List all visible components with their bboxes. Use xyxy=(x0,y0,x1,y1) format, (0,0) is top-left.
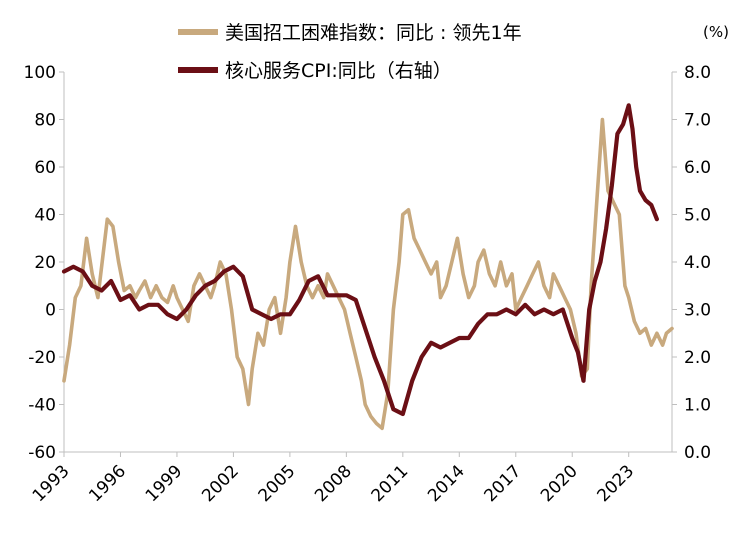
x-tick-label: 2002 xyxy=(198,461,243,506)
x-tick-label: 1993 xyxy=(29,461,74,506)
x-tick-label: 2020 xyxy=(537,461,582,506)
left-tick-label: -20 xyxy=(28,348,56,368)
series-line-1 xyxy=(62,117,674,431)
right-tick-label: 2.0 xyxy=(684,348,711,368)
series-layer xyxy=(61,103,674,431)
right-tick-label: 1.0 xyxy=(684,396,711,416)
x-tick-label: 2008 xyxy=(311,461,356,506)
right-tick-label: 7.0 xyxy=(684,111,711,131)
series-line-2 xyxy=(61,103,660,417)
left-tick-label: 0 xyxy=(45,301,56,321)
left-tick-label: 20 xyxy=(34,253,56,273)
x-tick-label: 2005 xyxy=(255,461,300,506)
x-tick-label: 2014 xyxy=(424,461,469,506)
x-tick-label: 2011 xyxy=(368,461,413,506)
right-tick-label: 8.0 xyxy=(684,63,711,83)
axes: -60 -40 -20 0 20 40 60 80 100 0.0 1.0 2.0 3.0 4.0 5.0 6… xyxy=(24,63,712,506)
left-tick-label: 100 xyxy=(24,63,56,83)
legend: 美国招工困难指数：同比 : 领先1年 核心服务CPI:同比（右轴） xyxy=(178,22,522,82)
right-tick-label: 0.0 xyxy=(684,443,711,463)
left-tick-label: 80 xyxy=(34,111,56,131)
right-tick-label: 3.0 xyxy=(684,301,711,321)
left-tick-label: -40 xyxy=(28,396,56,416)
x-tick-label: 2023 xyxy=(594,461,639,506)
right-tick-label: 6.0 xyxy=(684,158,711,178)
left-tick-label: -60 xyxy=(28,443,56,463)
left-tick-label: 60 xyxy=(34,158,56,178)
right-tick-label: 5.0 xyxy=(684,206,711,226)
x-tick-label: 1999 xyxy=(142,461,187,506)
legend-label-series-1: 美国招工困难指数：同比 : 领先1年 xyxy=(225,22,522,44)
left-tick-label: 40 xyxy=(34,206,56,226)
x-tick-label: 2017 xyxy=(481,461,526,506)
legend-label-series-2: 核心服务CPI:同比（右轴） xyxy=(225,60,452,82)
right-axis-unit-label: (%) xyxy=(703,23,729,41)
right-tick-label: 4.0 xyxy=(684,253,711,273)
x-tick-label: 1996 xyxy=(85,461,130,506)
